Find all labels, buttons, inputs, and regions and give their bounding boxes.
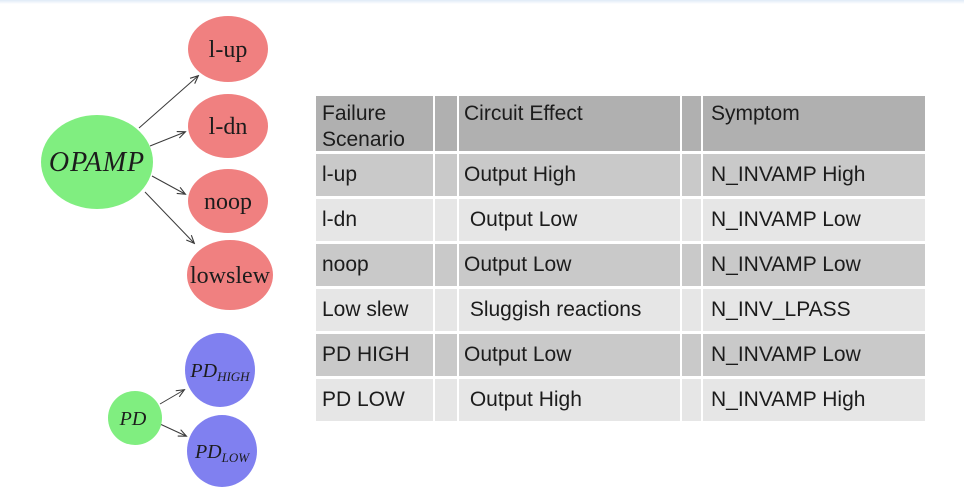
cell-effect: Output Low xyxy=(459,244,680,286)
node-opamp: OPAMP xyxy=(41,115,153,209)
node-lowslew-shape xyxy=(187,240,273,310)
node-l-dn: l-dn xyxy=(188,94,268,158)
failure-scenario-table: Failure Scenario Circuit Effect Symptom … xyxy=(316,96,925,421)
cell-scenario: l-dn xyxy=(316,199,433,241)
edge-opamp-lowslew xyxy=(144,191,194,243)
node-noop: noop xyxy=(188,169,268,233)
spacer-cell xyxy=(435,334,457,376)
node-pd-high-shape xyxy=(185,333,255,407)
cell-scenario: noop xyxy=(316,244,433,286)
spacer-cell xyxy=(682,289,701,331)
spacer-cell xyxy=(682,154,701,196)
pd-low-sub-text: LOW xyxy=(221,450,251,465)
edge-pd-pdhigh xyxy=(159,390,184,405)
pd-low-main-text: PD xyxy=(194,441,222,463)
slide-top-edge xyxy=(0,0,964,4)
node-pd-high-label: PDHIGH xyxy=(189,360,250,384)
header-spacer xyxy=(682,96,701,151)
header-spacer xyxy=(435,96,457,151)
edge-opamp-ldn xyxy=(149,132,185,147)
header-symptom: Symptom xyxy=(703,96,925,151)
node-l-up: l-up xyxy=(188,16,268,82)
node-lowslew-label: lowslew xyxy=(190,263,271,289)
spacer-cell xyxy=(435,154,457,196)
node-l-dn-shape xyxy=(188,94,268,158)
node-pd-label: PD xyxy=(119,408,147,430)
pd-high-sub-text: HIGH xyxy=(216,369,250,384)
cell-symptom: N_INVAMP High xyxy=(703,154,925,196)
node-pd-high: PDHIGH xyxy=(185,333,255,407)
header-circuit-effect: Circuit Effect xyxy=(459,96,680,151)
edge-pd-pdlow xyxy=(159,423,186,436)
spacer-cell xyxy=(435,199,457,241)
opamp-edges xyxy=(138,76,198,243)
edge-opamp-noop xyxy=(151,175,185,194)
cell-symptom: N_INVAMP Low xyxy=(703,199,925,241)
cell-scenario: PD LOW xyxy=(316,379,433,421)
node-pd-low-shape xyxy=(187,415,257,487)
pd-edges xyxy=(159,390,186,436)
spacer-cell xyxy=(435,244,457,286)
node-pd-shape xyxy=(108,391,162,445)
cell-effect: Output High xyxy=(459,154,680,196)
node-pd: PD xyxy=(108,391,162,445)
cell-symptom: N_INVAMP Low xyxy=(703,244,925,286)
cell-effect: Sluggish reactions xyxy=(459,289,680,331)
cell-effect: Output Low xyxy=(459,334,680,376)
header-failure-scenario: Failure Scenario xyxy=(316,96,433,151)
cell-symptom: N_INVAMP Low xyxy=(703,334,925,376)
cell-scenario: l-up xyxy=(316,154,433,196)
node-l-up-shape xyxy=(188,16,268,82)
spacer-cell xyxy=(435,379,457,421)
spacer-cell xyxy=(682,244,701,286)
cell-scenario: Low slew xyxy=(316,289,433,331)
node-opamp-shape xyxy=(41,115,153,209)
node-l-up-label: l-up xyxy=(209,37,248,63)
spacer-cell xyxy=(435,289,457,331)
cell-effect: Output Low xyxy=(459,199,680,241)
cell-scenario: PD HIGH xyxy=(316,334,433,376)
node-noop-shape xyxy=(188,169,268,233)
edge-opamp-lup xyxy=(138,76,198,129)
cell-effect: Output High xyxy=(459,379,680,421)
node-pd-low-label: PDLOW xyxy=(194,441,250,465)
fault-tree-diagram: OPAMP l-up l-dn noop lowslew PD PDHIGH P… xyxy=(41,16,273,487)
node-lowslew: lowslew xyxy=(187,240,273,310)
node-l-dn-label: l-dn xyxy=(209,114,248,140)
node-opamp-label: OPAMP xyxy=(49,147,145,178)
node-pd-low: PDLOW xyxy=(187,415,257,487)
spacer-cell xyxy=(682,379,701,421)
node-noop-label: noop xyxy=(204,189,252,215)
spacer-cell xyxy=(682,199,701,241)
spacer-cell xyxy=(682,334,701,376)
cell-symptom: N_INVAMP High xyxy=(703,379,925,421)
pd-high-main-text: PD xyxy=(189,360,217,382)
cell-symptom: N_INV_LPASS xyxy=(703,289,925,331)
